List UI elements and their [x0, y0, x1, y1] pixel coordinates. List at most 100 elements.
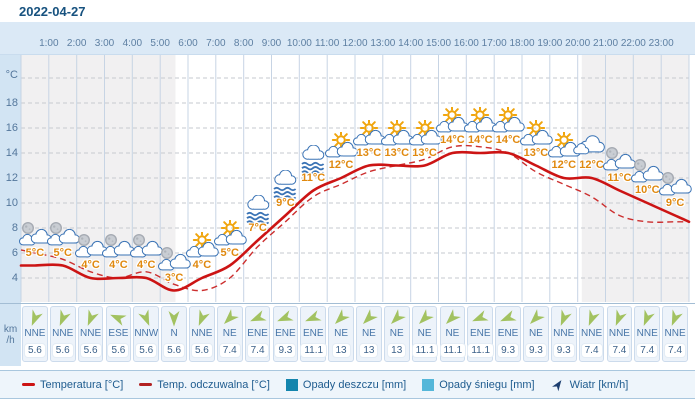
- wind-speed: 13: [332, 344, 350, 357]
- time-label: 6:00: [178, 38, 198, 49]
- wind-direction: NNE: [191, 328, 213, 339]
- time-label: 11:00: [315, 38, 340, 49]
- time-label: 5:00: [150, 38, 170, 49]
- temperature-label: 4°C: [137, 259, 156, 271]
- time-label: 18:00: [509, 38, 535, 49]
- wind-arrow-icon: [529, 309, 545, 325]
- temperature-label: 5°C: [53, 246, 72, 259]
- wind-direction: NNE: [581, 328, 603, 339]
- wind-row: km /h NNE 5.6 NNE 5.6 NNE 5.6 ESE 5.6 NNW 5.6 N 5.6…: [0, 303, 695, 366]
- wind-cell: NNE 7.4: [634, 306, 661, 362]
- wind-arrow-icon: [390, 309, 406, 325]
- wind-direction: N: [170, 328, 178, 339]
- wind-cell: ESE 5.6: [105, 306, 132, 362]
- time-label: 17:00: [481, 38, 507, 49]
- wind-direction: ENE: [275, 328, 296, 339]
- wind-speed: 7.4: [637, 344, 658, 357]
- wind-arrow-icon: [551, 379, 562, 391]
- wind-arrow-icon: [87, 309, 99, 326]
- wind-direction: NE: [417, 328, 432, 339]
- wind-cell: NNE 5.6: [49, 306, 76, 362]
- moon-clouds-icon: [43, 220, 83, 254]
- wind-direction: NE: [361, 328, 376, 339]
- wind-speed: 5.6: [164, 344, 185, 357]
- y-tick-label: 18: [5, 97, 18, 109]
- wind-cell: NNW 5.6: [133, 306, 160, 362]
- wind-unit-km: km: [3, 324, 18, 335]
- legend-line-swatch: [22, 383, 35, 386]
- moon-clouds-icon: [599, 145, 639, 179]
- wind-speed: 7.4: [581, 344, 602, 357]
- time-label: 20:00: [565, 38, 591, 49]
- temperature-label: 4°C: [109, 259, 128, 271]
- wind-arrow-icon: [446, 309, 462, 325]
- temperature-label: 4°C: [81, 259, 100, 271]
- legend-label: Temperatura [°C]: [40, 378, 124, 391]
- wind-cell: ENE 9.3: [272, 306, 299, 362]
- temperature-label: 13°C: [523, 146, 549, 159]
- temperature-label: 5°C: [25, 246, 45, 259]
- wind-arrow-icon: [418, 309, 434, 325]
- sun-clouds-icon: [516, 119, 556, 154]
- time-label: 9:00: [261, 38, 282, 49]
- wind-speed: 7.4: [247, 344, 268, 357]
- wind-cell: NNE 7.4: [578, 306, 605, 362]
- wind-direction: ENE: [469, 328, 491, 339]
- time-axis: 1:00 2:00 3:00 4:00 5:00 6:00 7:00 8:00 9:00 10:0…: [0, 22, 695, 55]
- moon-clouds-icon: [154, 245, 194, 279]
- wind-direction: NNE: [24, 328, 46, 339]
- wind-direction: ENE: [302, 328, 324, 339]
- wind-arrow-icon: [277, 310, 294, 322]
- wind-direction: NNW: [134, 328, 159, 339]
- wind-speed: 5.6: [191, 344, 212, 357]
- time-label: 7:00: [206, 38, 226, 49]
- temperature-label: 14°C: [467, 134, 493, 146]
- temperature-axis: [0, 55, 21, 303]
- y-tick-label: 16: [5, 122, 18, 134]
- sun-clouds-icon: [488, 107, 528, 141]
- wind-arrow-icon: [198, 309, 210, 326]
- time-label: 10:00: [286, 38, 312, 49]
- wind-speed: 7.4: [219, 344, 240, 357]
- temperature-label: 12°C: [579, 159, 604, 171]
- wind-speed: 5.6: [80, 344, 101, 357]
- y-tick-label: 8: [11, 222, 18, 234]
- temperature-label: 5°C: [220, 246, 239, 259]
- temperature-label: 14°C: [440, 134, 465, 146]
- temperature-label: 14°C: [495, 134, 521, 146]
- legend-item: Opady śniegu [mm]: [422, 378, 535, 391]
- time-label: 14:00: [398, 38, 424, 49]
- wind-cell: N 5.6: [161, 306, 187, 362]
- wind-cell: NNE 7.4: [606, 306, 633, 362]
- legend-item: Temp. odczuwalna [°C]: [139, 379, 270, 391]
- wind-cell: NNE 7.4: [662, 306, 688, 362]
- temperature-chart: °C 18 16 14 12 10 8 6 4 5°C 5°C 4°C 4°C 4°C 3°C 4°C 5°C 7…: [0, 55, 695, 303]
- wind-direction: NE: [334, 328, 349, 339]
- cloud-icon: [572, 132, 612, 166]
- wind-direction: NNE: [636, 328, 658, 339]
- wind-speed: 5.6: [24, 344, 45, 357]
- y-tick-label: 12: [5, 172, 18, 184]
- wind-speed: 5.6: [108, 344, 129, 357]
- wind-direction: NNE: [608, 328, 630, 339]
- wind-unit-h: /h: [6, 335, 15, 346]
- fog-icon: [238, 194, 278, 229]
- legend-square-swatch: [422, 378, 435, 391]
- time-label: 4:00: [122, 38, 143, 49]
- moon-clouds-icon: [627, 157, 667, 191]
- time-label: 13:00: [370, 38, 396, 49]
- temperature-label: 7°C: [248, 221, 267, 234]
- fog-icon: [293, 144, 333, 179]
- wind-speed: 11.1: [412, 344, 438, 357]
- wind-cell: NE 13: [328, 306, 354, 362]
- fog-icon: [265, 169, 305, 204]
- wind-speed: 7.4: [609, 344, 630, 357]
- wind-direction: ENE: [247, 328, 268, 339]
- sun-clouds-icon: [182, 232, 222, 266]
- sun-clouds-icon: [460, 107, 500, 141]
- temperature-label: 11°C: [301, 171, 326, 184]
- wind-cell: ENE 7.4: [244, 306, 271, 362]
- time-label: 15:00: [425, 38, 452, 49]
- wind-direction: NNE: [80, 328, 102, 339]
